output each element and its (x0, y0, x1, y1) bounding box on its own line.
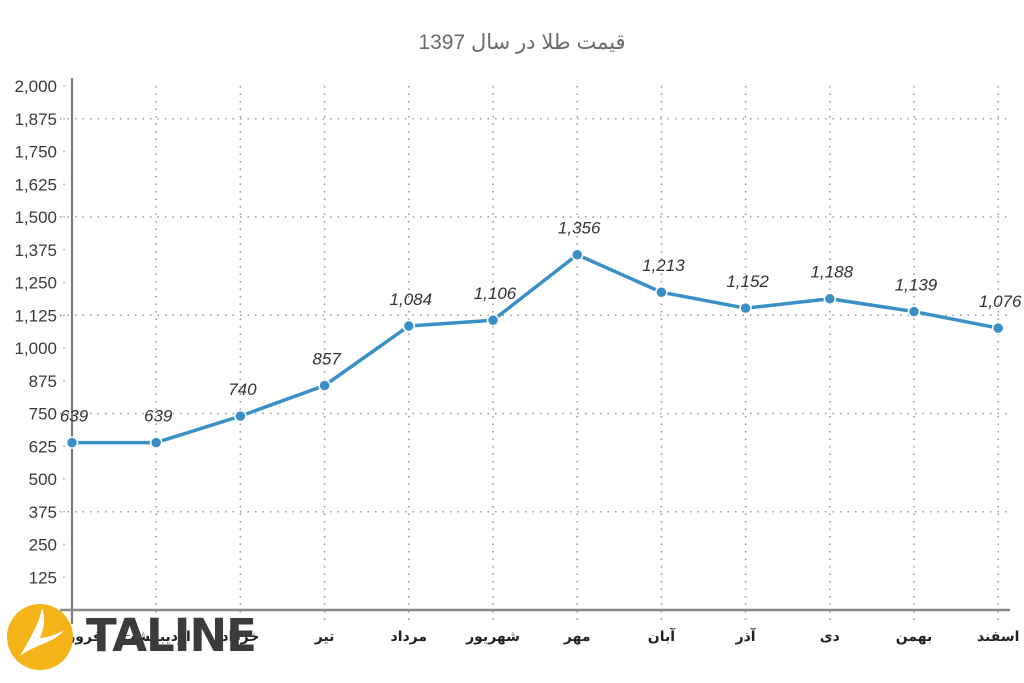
data-point (655, 285, 668, 299)
y-tick-label: 2,000 (14, 77, 57, 96)
data-point (486, 313, 500, 327)
data-point (991, 321, 1005, 335)
x-tick-label: دی (820, 628, 840, 644)
data-label: 1,076 (979, 292, 1022, 311)
data-label: 639 (144, 407, 173, 426)
y-tick-label: 125 (29, 568, 57, 587)
y-tick-label: 1,500 (14, 208, 57, 227)
x-tick-label: آذر (735, 627, 757, 644)
y-axis-ticks: 2,000 1,875 1,750 1,625 1,500 1,375 1,250 1,125… (14, 77, 65, 587)
x-tick-label: خرداد (221, 628, 259, 645)
y-tick-label: 1,625 (14, 175, 57, 194)
data-label: 1,106 (474, 284, 517, 303)
data-label: 1,188 (811, 263, 854, 282)
y-tick-label: 1,875 (14, 110, 57, 129)
data-point (402, 319, 416, 333)
x-tick-label: آبان (648, 627, 676, 644)
y-tick-label: 1,125 (14, 306, 57, 325)
data-label: 1,356 (558, 219, 601, 238)
y-tick-label: 750 (29, 405, 57, 424)
y-tick-label: 375 (29, 503, 57, 522)
data-label: 639 (60, 407, 89, 426)
x-tick-label: مرداد (391, 628, 428, 645)
x-tick-label: بهمن (896, 628, 932, 645)
y-tick-label: 250 (29, 536, 57, 555)
x-tick-label: اسفند (977, 628, 1019, 644)
y-tick-label: 1,375 (14, 241, 57, 260)
data-label: 740 (228, 380, 257, 399)
series-line (72, 252, 999, 445)
data-label: 1,213 (642, 256, 685, 275)
y-tick-label: 1,750 (14, 143, 57, 162)
x-tick-label: تیر (314, 628, 335, 645)
data-label: 1,084 (390, 290, 433, 309)
taline-logo-icon (7, 604, 73, 670)
axes (60, 78, 1010, 624)
data-label: 857 (312, 349, 341, 368)
data-point (823, 292, 837, 305)
data-point (234, 409, 247, 423)
y-tick-label: 500 (29, 470, 57, 489)
data-label: 1,152 (726, 272, 769, 291)
data-labels: 639 639 740 857 1,084 1,106 1,356 1,213 1,152 1,1… (60, 219, 1022, 426)
data-point (318, 379, 331, 392)
x-tick-label: مهر (563, 628, 591, 645)
y-tick-label: 1,000 (14, 339, 57, 358)
y-tick-label: 875 (29, 372, 57, 391)
data-point (65, 436, 79, 449)
data-point (739, 301, 752, 315)
grid-lines (60, 86, 1010, 622)
x-axis-ticks: فروردیناردیبهشتخردادتیرمردادشهریورمهرآبا… (42, 627, 1019, 645)
x-tick-label: اردیبهشت (122, 628, 191, 645)
data-series (65, 248, 1005, 449)
x-tick-label: شهریور (465, 628, 520, 645)
watermark-text: TALINE (86, 609, 257, 662)
data-point (907, 305, 921, 318)
data-point (570, 248, 584, 261)
data-label: 1,139 (895, 276, 938, 295)
y-tick-label: 625 (29, 437, 57, 456)
chart-title: قیمت طلا در سال 1397 (418, 31, 626, 54)
data-point (149, 436, 163, 449)
y-tick-label: 1,250 (14, 274, 57, 293)
